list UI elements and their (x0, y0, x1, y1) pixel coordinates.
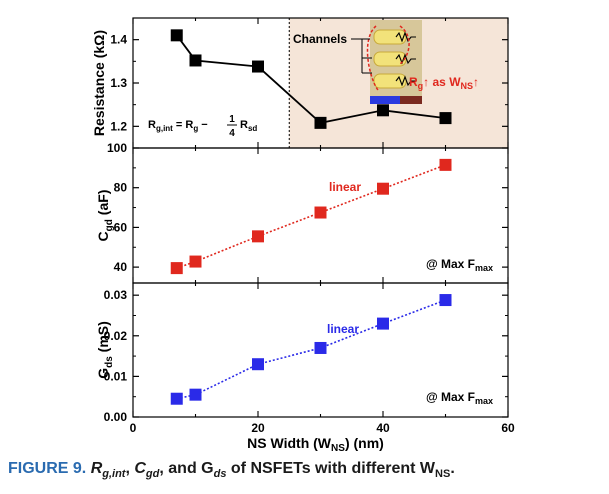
series-line (176, 164, 446, 269)
condition-annotation: @ Max Fmax (426, 257, 493, 273)
y-axis-label: Cgd (aF) (95, 190, 115, 242)
equation-right: Rsd (240, 119, 257, 133)
y-axis-label: Resistance (kΩ) (91, 30, 107, 136)
data-point (170, 262, 183, 275)
x-tick-label: 60 (501, 421, 515, 435)
caption-tail: of NSFETs with different W (226, 460, 436, 477)
equation: Rg,int = Rg − 1 4 Rsd (148, 114, 257, 139)
inset-channel-3 (373, 73, 407, 89)
data-point (170, 29, 183, 42)
inset-contact (400, 96, 422, 104)
inset-label: Channels (293, 32, 347, 46)
caption-label: FIGURE 9. (8, 460, 87, 477)
series-line (176, 299, 446, 400)
y-tick-label: 1.2 (110, 119, 127, 133)
y-tick-label: 100 (107, 141, 127, 155)
inset-resistor-1 (395, 31, 416, 43)
data-point (439, 294, 452, 307)
data-point (439, 158, 452, 171)
data-point (252, 60, 264, 73)
y-tick-label: 1.4 (110, 33, 127, 47)
data-point (189, 54, 202, 67)
inset-resistor-2 (395, 53, 416, 65)
data-point (314, 341, 327, 354)
data-point (377, 104, 389, 117)
data-point (439, 112, 452, 125)
y-tick-label: 1.3 (110, 76, 127, 90)
caption-r: Rg,int (90, 460, 126, 481)
channels-inset: Channels Rg↑ as WNS↑ (293, 20, 479, 104)
x-axis-label: NS Width (WNS) (nm) (247, 435, 384, 454)
data-point (314, 206, 327, 219)
caption-end: . (450, 460, 455, 477)
data-point (377, 182, 389, 195)
inset-channel-1 (373, 29, 407, 45)
y-tick-label: 80 (114, 181, 128, 195)
y-tick-label: 0.00 (104, 410, 128, 424)
rg-trend-label: Rg↑ as WNS↑ (409, 75, 479, 91)
data-point (252, 230, 264, 243)
caption-w-sub: NS (435, 468, 451, 481)
figure-caption: FIGURE 9. Rg,int, Cgd, and Gds of NSFETs… (8, 460, 603, 488)
data-point (314, 116, 327, 129)
y-tick-label: 40 (114, 260, 128, 274)
equation-left: Rg,int = Rg − (148, 119, 208, 133)
y-tick-label: 60 (114, 220, 128, 234)
inset-current-path (366, 25, 379, 91)
condition-annotation: @ Max Fmax (426, 390, 493, 406)
data-point (252, 358, 264, 371)
caption-mid: , and G (159, 460, 214, 477)
inset-resistor-3 (395, 75, 416, 87)
y-tick-label: 0.02 (104, 329, 128, 343)
caption-sep1: , (125, 460, 135, 477)
equation-den: 4 (229, 128, 235, 139)
data-point (189, 255, 202, 268)
inset-current-path-2 (399, 25, 410, 65)
equation-num: 1 (229, 114, 235, 125)
y-tick-label: 0.03 (104, 288, 128, 302)
y-tick-label: 0.01 (104, 369, 128, 383)
caption-c: Cgd (134, 460, 160, 481)
data-point (377, 317, 389, 330)
series-label: linear (329, 180, 361, 194)
data-point (170, 392, 183, 405)
x-tick-label: 20 (251, 421, 265, 435)
y-axis-label: Gds (mS) (95, 321, 115, 379)
series-label: linear (327, 322, 359, 336)
panel-3: 0.00 0.01 0.02 0.03 Gds (mS) linear @ Max Fmax… (95, 282, 515, 454)
x-tick-label: 40 (376, 421, 390, 435)
x-tick-label: 0 (130, 421, 137, 435)
data-point (189, 388, 202, 401)
inset-substrate (370, 96, 400, 104)
caption-g-sub: ds (213, 468, 227, 481)
panel-2: 40 60 80 100 Cgd (aF) linear @ Max Fmax (95, 141, 509, 284)
